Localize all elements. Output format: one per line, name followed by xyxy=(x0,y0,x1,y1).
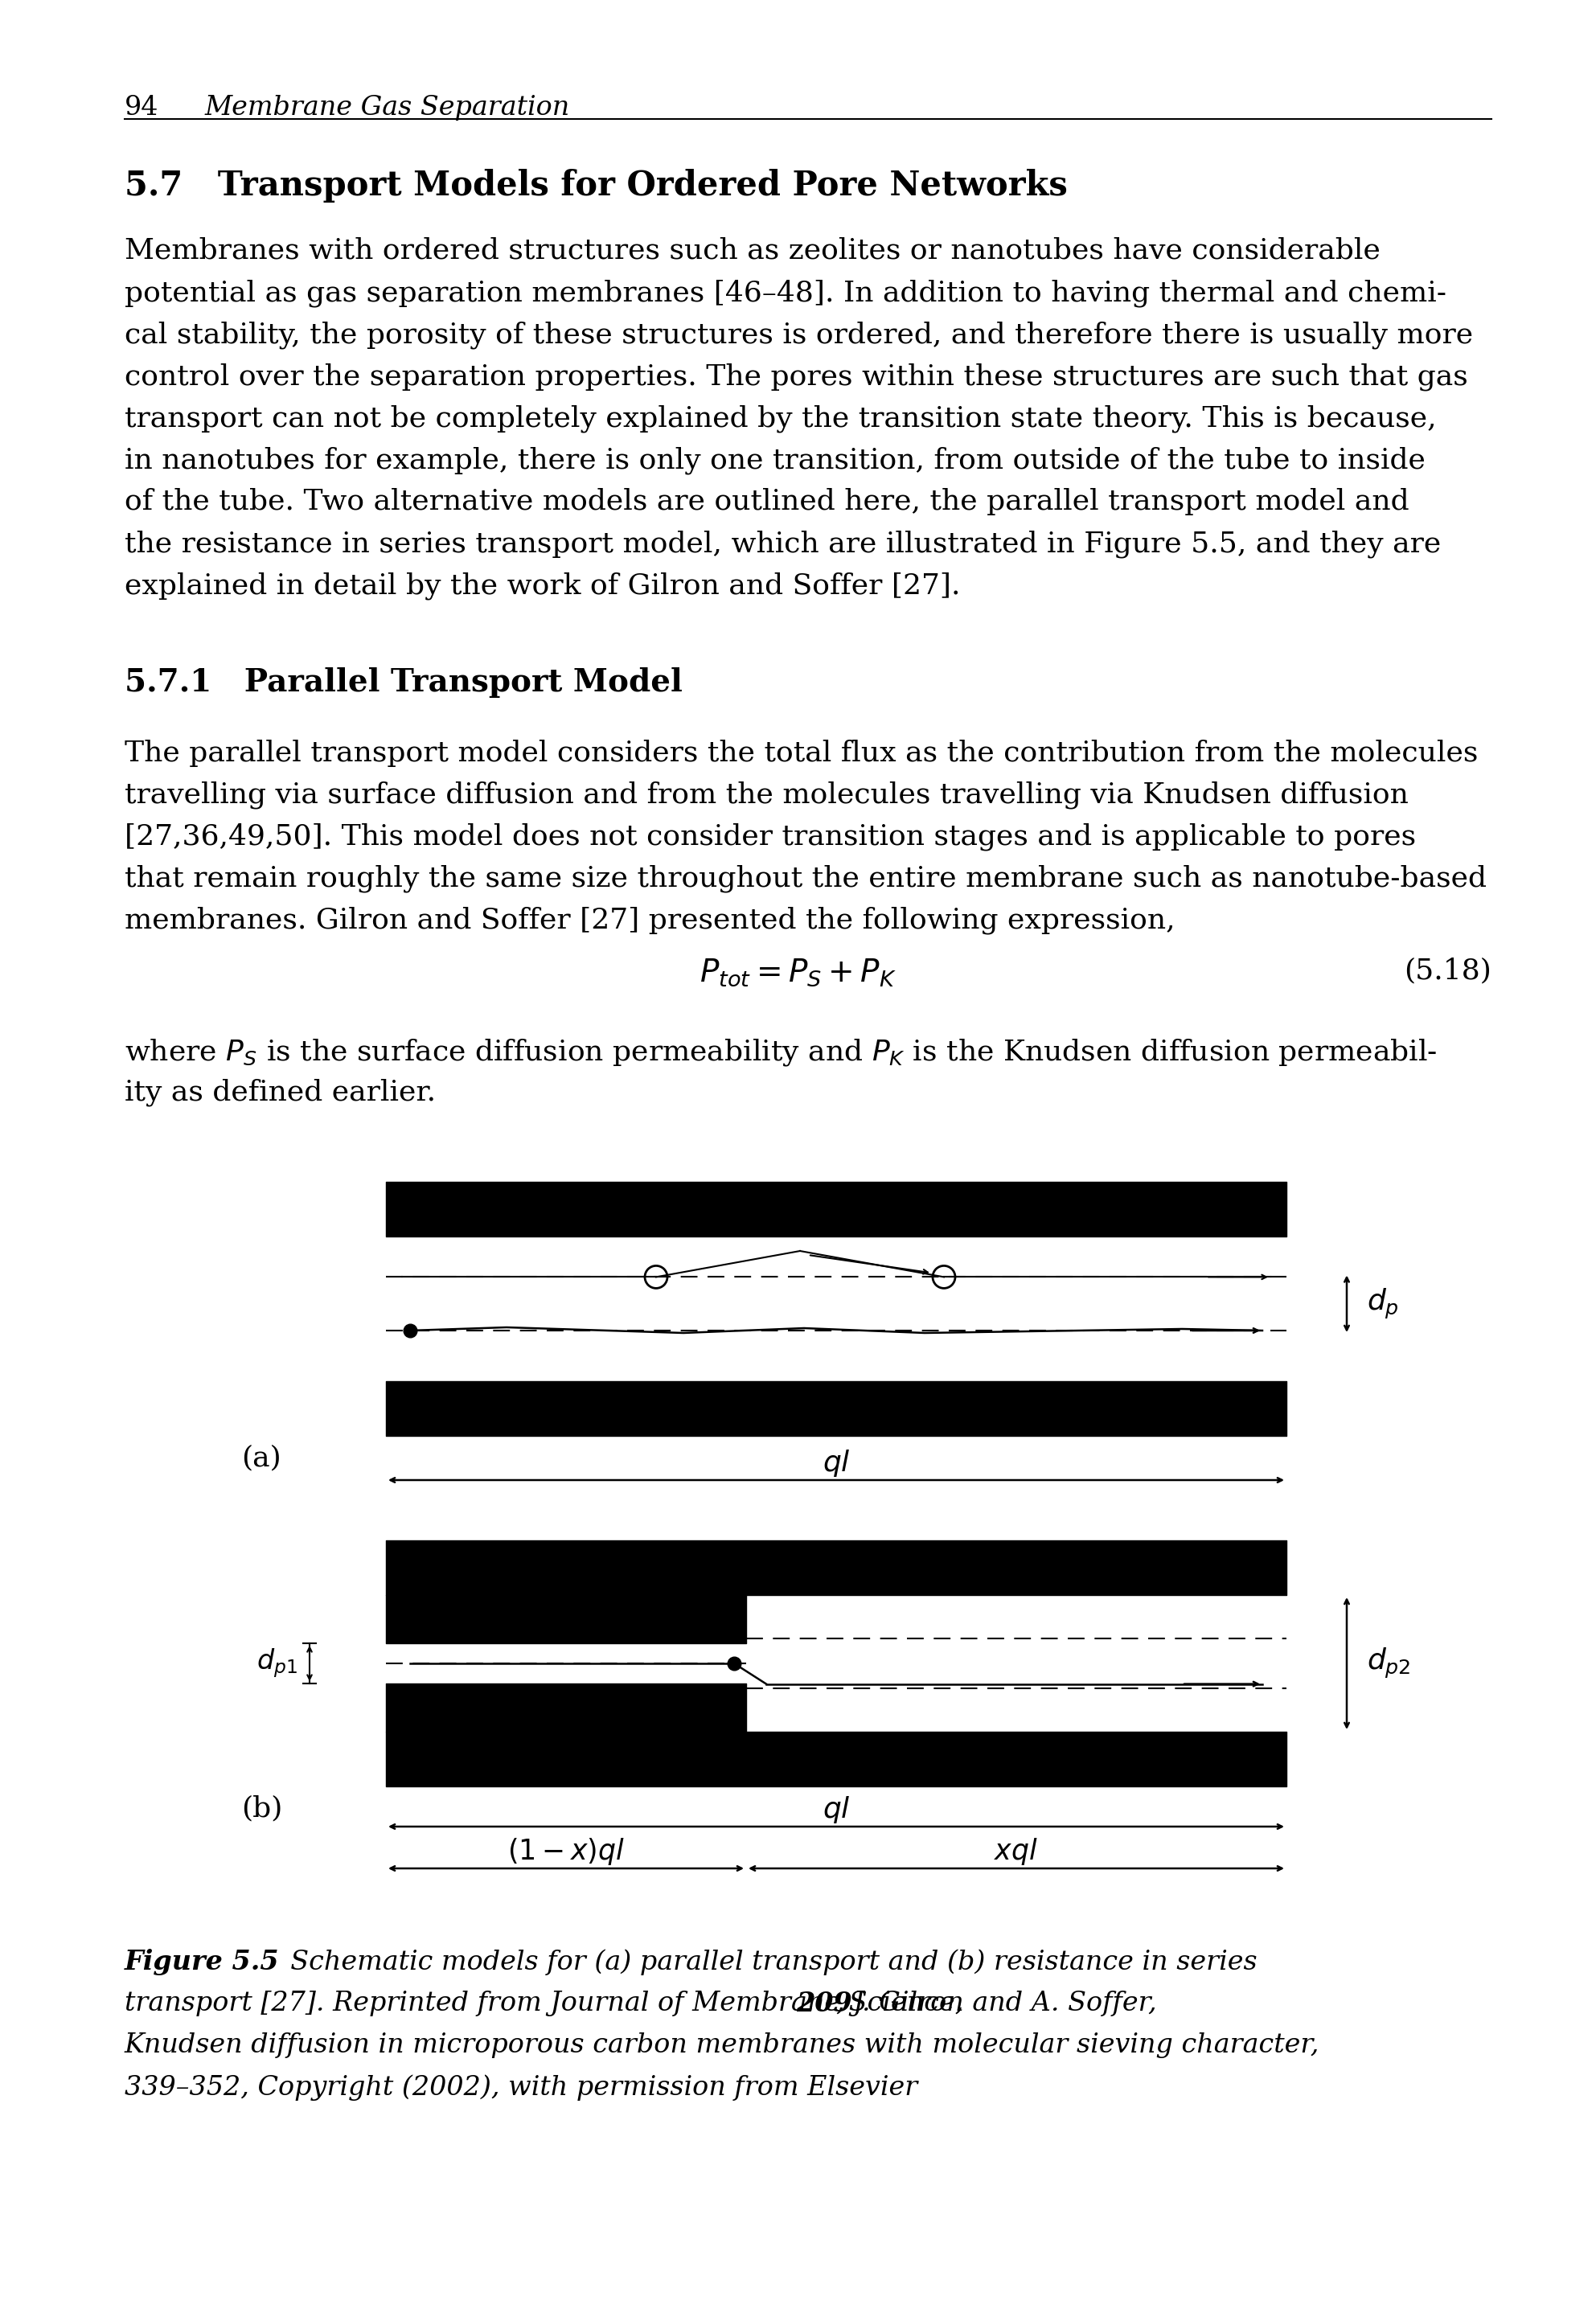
Text: 209: 209 xyxy=(796,1990,852,2018)
Text: travelling via surface diffusion and from the molecules travelling via Knudsen d: travelling via surface diffusion and fro… xyxy=(124,781,1409,809)
Text: 5.7.1   Parallel Transport Model: 5.7.1 Parallel Transport Model xyxy=(124,667,683,697)
Text: Membrane Gas Separation: Membrane Gas Separation xyxy=(204,95,570,120)
Text: $xql$: $xql$ xyxy=(994,1837,1039,1868)
Text: control over the separation properties. The pores within these structures are su: control over the separation properties. … xyxy=(124,361,1468,389)
Text: , J. Gilron and A. Soffer,: , J. Gilron and A. Soffer, xyxy=(836,1990,1157,2016)
Text: (b): (b) xyxy=(241,1793,282,1821)
Text: [27,36,49,50]. This model does not consider transition stages and is applicable : [27,36,49,50]. This model does not consi… xyxy=(124,823,1416,850)
Text: ity as defined earlier.: ity as defined earlier. xyxy=(124,1080,436,1108)
Text: where $P_S$ is the surface diffusion permeability and $P_K$ is the Knudsen diffu: where $P_S$ is the surface diffusion per… xyxy=(124,1038,1438,1068)
Text: 339–352, Copyright (2002), with permission from Elsevier: 339–352, Copyright (2002), with permissi… xyxy=(124,2074,918,2102)
Text: transport [27]. Reprinted from Journal of Membrane Science,: transport [27]. Reprinted from Journal o… xyxy=(124,1990,972,2016)
Text: of the tube. Two alternative models are outlined here, the parallel transport mo: of the tube. Two alternative models are … xyxy=(124,489,1409,514)
Text: $d_p$: $d_p$ xyxy=(1366,1286,1398,1321)
Text: the resistance in series transport model, which are illustrated in Figure 5.5, a: the resistance in series transport model… xyxy=(124,531,1441,558)
Text: The parallel transport model considers the total flux as the contribution from t: The parallel transport model considers t… xyxy=(124,739,1478,767)
Text: $(1-x)ql$: $(1-x)ql$ xyxy=(508,1837,624,1868)
Text: explained in detail by the work of Gilron and Soffer [27].: explained in detail by the work of Gilro… xyxy=(124,572,961,600)
Text: in nanotubes for example, there is only one transition, from outside of the tube: in nanotubes for example, there is only … xyxy=(124,447,1425,475)
Text: (5.18): (5.18) xyxy=(1404,957,1492,985)
Text: $P_{tot} = P_S + P_K$: $P_{tot} = P_S + P_K$ xyxy=(699,957,895,987)
Text: Figure 5.5: Figure 5.5 xyxy=(124,1949,279,1976)
Text: $d_{p2}$: $d_{p2}$ xyxy=(1366,1647,1411,1680)
Text: Membranes with ordered structures such as zeolites or nanotubes have considerabl: Membranes with ordered structures such a… xyxy=(124,236,1381,264)
Text: (a): (a) xyxy=(241,1443,281,1471)
Text: membranes. Gilron and Soffer [27] presented the following expression,: membranes. Gilron and Soffer [27] presen… xyxy=(124,906,1175,934)
Text: 5.7   Transport Models for Ordered Pore Networks: 5.7 Transport Models for Ordered Pore Ne… xyxy=(124,169,1068,202)
Text: $d_{p1}$: $d_{p1}$ xyxy=(257,1647,297,1680)
Text: $ql$: $ql$ xyxy=(822,1448,851,1478)
Text: transport can not be completely explained by the transition state theory. This i: transport can not be completely explaine… xyxy=(124,405,1436,433)
Text: 94: 94 xyxy=(124,95,158,120)
Text: that remain roughly the same size throughout the entire membrane such as nanotub: that remain roughly the same size throug… xyxy=(124,864,1486,892)
Text: potential as gas separation membranes [46–48]. In addition to having thermal and: potential as gas separation membranes [4… xyxy=(124,278,1446,306)
Text: $ql$: $ql$ xyxy=(822,1793,851,1826)
Text: Knudsen diffusion in microporous carbon membranes with molecular sieving charact: Knudsen diffusion in microporous carbon … xyxy=(124,2032,1320,2057)
Text: cal stability, the porosity of these structures is ordered, and therefore there : cal stability, the porosity of these str… xyxy=(124,320,1473,348)
Text: Schematic models for (a) parallel transport and (b) resistance in series: Schematic models for (a) parallel transp… xyxy=(273,1949,1258,1974)
